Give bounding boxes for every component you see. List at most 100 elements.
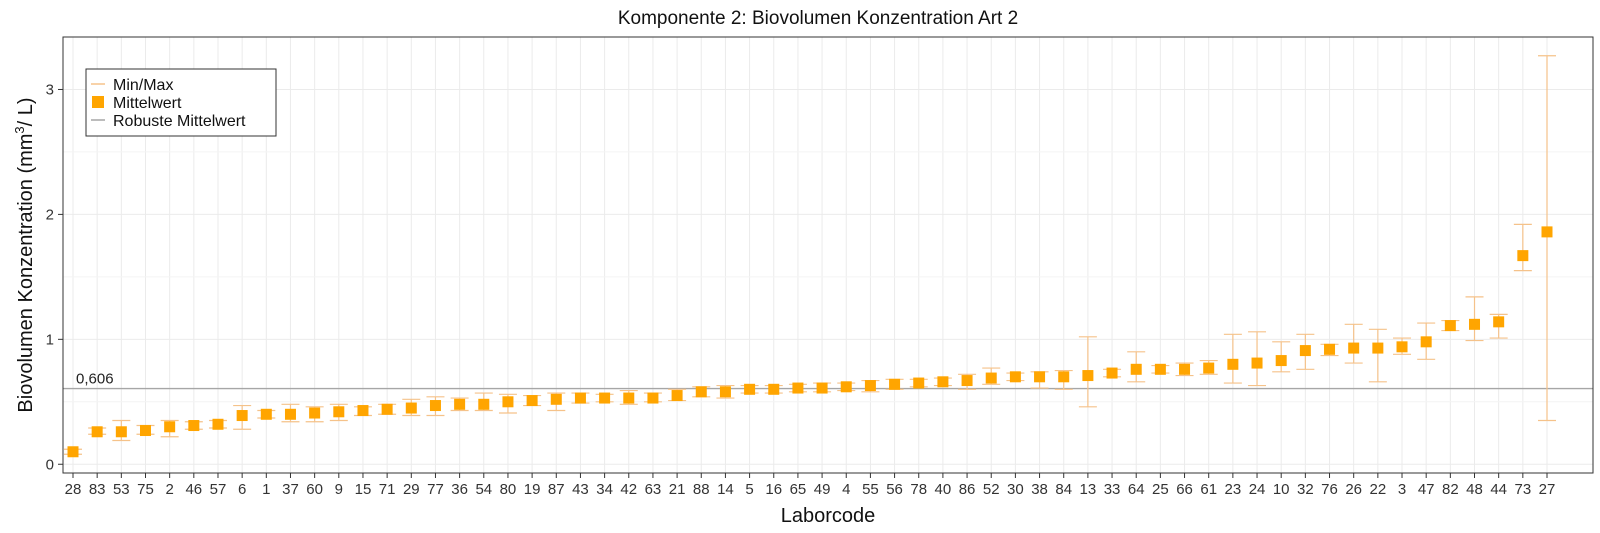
x-tick-label: 29 bbox=[403, 481, 420, 498]
x-tick-label: 15 bbox=[355, 481, 372, 498]
y-tick-label: 1 bbox=[46, 331, 54, 348]
data-point bbox=[695, 386, 707, 398]
y-axis-title-sup: 3 bbox=[12, 126, 27, 133]
data-point bbox=[792, 382, 804, 394]
data-point bbox=[985, 372, 997, 384]
x-tick-label: 55 bbox=[862, 481, 879, 498]
data-point bbox=[454, 398, 466, 410]
data-point bbox=[1227, 358, 1239, 370]
x-tick-label: 49 bbox=[814, 481, 831, 498]
legend-box bbox=[85, 68, 277, 137]
data-point bbox=[284, 408, 296, 420]
x-tick-label: 19 bbox=[524, 481, 541, 498]
x-tick-label: 24 bbox=[1249, 481, 1266, 498]
data-point bbox=[1396, 341, 1408, 353]
data-point bbox=[574, 392, 586, 404]
data-point bbox=[889, 378, 901, 390]
data-point bbox=[236, 410, 248, 422]
x-tick-label: 38 bbox=[1031, 481, 1048, 498]
y-axis: 0 1 2 3 bbox=[46, 81, 63, 473]
data-point bbox=[1517, 250, 1529, 262]
data-point bbox=[309, 407, 321, 419]
x-tick-label: 75 bbox=[137, 481, 154, 498]
x-tick-label: 46 bbox=[185, 481, 202, 498]
x-tick-label: 44 bbox=[1490, 481, 1507, 498]
data-point bbox=[864, 380, 876, 392]
x-tick-label: 42 bbox=[620, 481, 637, 498]
data-point bbox=[719, 386, 731, 398]
markers bbox=[67, 226, 1553, 458]
data-point bbox=[526, 395, 538, 407]
x-tick-label: 84 bbox=[1055, 481, 1072, 498]
y-tick-label: 3 bbox=[46, 81, 54, 98]
data-point bbox=[1130, 363, 1142, 375]
x-tick-label: 32 bbox=[1297, 481, 1314, 498]
x-tick-label: 36 bbox=[451, 481, 468, 498]
data-point bbox=[139, 425, 151, 437]
data-point bbox=[937, 376, 949, 388]
data-point bbox=[840, 381, 852, 393]
y-tick-label: 2 bbox=[46, 206, 54, 223]
data-point bbox=[1082, 370, 1094, 382]
x-tick-label: 4 bbox=[842, 481, 850, 498]
x-axis-title: Laborcode bbox=[781, 505, 876, 527]
data-point bbox=[115, 426, 127, 438]
x-tick-label: 48 bbox=[1466, 481, 1483, 498]
legend-minmax-label: Min/Max bbox=[113, 77, 173, 94]
data-point bbox=[1275, 355, 1287, 367]
data-point bbox=[1299, 345, 1311, 357]
x-tick-label: 80 bbox=[500, 481, 517, 498]
legend: Min/Max Mittelwert Robuste Mittelwert bbox=[85, 68, 277, 137]
x-tick-label: 78 bbox=[910, 481, 927, 498]
data-point bbox=[1058, 371, 1070, 383]
x-tick-label: 88 bbox=[693, 481, 710, 498]
data-point bbox=[1348, 342, 1360, 354]
x-tick-label: 26 bbox=[1345, 481, 1362, 498]
data-point bbox=[1251, 357, 1263, 369]
x-tick-label: 14 bbox=[717, 481, 734, 498]
data-point bbox=[913, 377, 925, 389]
data-point bbox=[188, 420, 200, 432]
x-tick-label: 56 bbox=[886, 481, 903, 498]
y-tick-label: 0 bbox=[46, 456, 54, 473]
data-point bbox=[212, 418, 224, 430]
x-tick-label: 10 bbox=[1273, 481, 1290, 498]
data-point bbox=[429, 400, 441, 412]
x-tick-label: 5 bbox=[745, 481, 753, 498]
data-point bbox=[381, 403, 393, 415]
data-point bbox=[1179, 363, 1191, 375]
x-tick-label: 28 bbox=[65, 481, 82, 498]
x-tick-label: 86 bbox=[959, 481, 976, 498]
x-tick-label: 23 bbox=[1225, 481, 1242, 498]
x-tick-label: 66 bbox=[1176, 481, 1193, 498]
plot-frame bbox=[62, 36, 1594, 474]
data-point bbox=[164, 421, 176, 433]
data-point bbox=[1420, 336, 1432, 348]
data-point bbox=[67, 446, 79, 458]
x-tick-label: 47 bbox=[1418, 481, 1435, 498]
data-point bbox=[550, 393, 562, 405]
chart-title: Komponente 2: Biovolumen Konzentration A… bbox=[618, 8, 1018, 29]
data-point bbox=[1372, 342, 1384, 354]
data-point bbox=[1154, 363, 1166, 375]
x-tick-label: 71 bbox=[379, 481, 396, 498]
x-tick-label: 33 bbox=[1104, 481, 1121, 498]
x-tick-label: 54 bbox=[475, 481, 492, 498]
x-tick-label: 52 bbox=[983, 481, 1000, 498]
x-tick-label: 40 bbox=[935, 481, 952, 498]
data-point bbox=[260, 408, 272, 420]
x-tick-label: 1 bbox=[262, 481, 270, 498]
x-tick-label: 76 bbox=[1321, 481, 1338, 498]
x-tick-label: 61 bbox=[1200, 481, 1217, 498]
x-tick-label: 27 bbox=[1539, 481, 1556, 498]
x-tick-label: 9 bbox=[335, 481, 343, 498]
data-point bbox=[1541, 226, 1553, 238]
data-point bbox=[744, 383, 756, 395]
x-tick-label: 83 bbox=[89, 481, 106, 498]
data-point bbox=[623, 392, 635, 404]
x-tick-label: 6 bbox=[238, 481, 246, 498]
x-tick-label: 82 bbox=[1442, 481, 1459, 498]
data-point bbox=[768, 383, 780, 395]
data-point bbox=[91, 426, 103, 438]
